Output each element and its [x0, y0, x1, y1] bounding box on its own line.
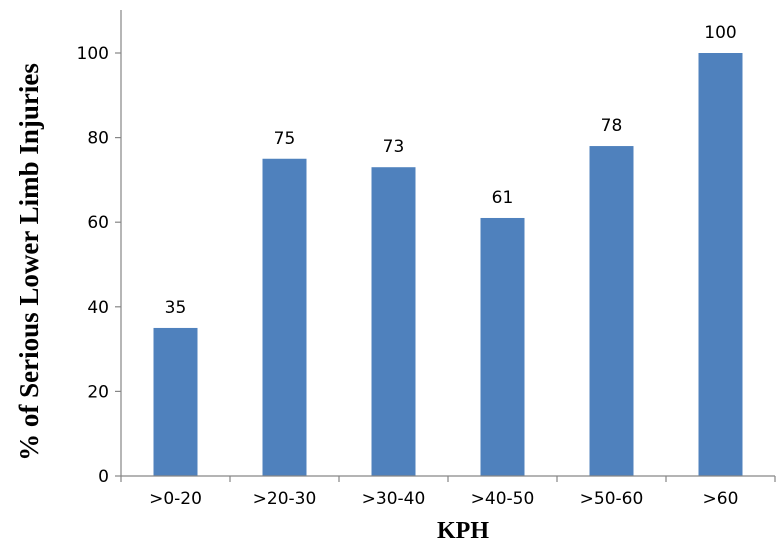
- data-label: 78: [601, 116, 623, 136]
- bar: [262, 158, 307, 476]
- data-label: 100: [704, 23, 736, 43]
- y-tick-label: 20: [87, 382, 109, 402]
- x-tick-label: >50-60: [580, 489, 644, 509]
- bar: [153, 327, 198, 476]
- bar: [480, 217, 525, 476]
- data-label: 75: [274, 129, 296, 149]
- x-axis-title: KPH: [437, 518, 489, 544]
- x-tick-label: >20-30: [253, 489, 317, 509]
- x-tick-label: >30-40: [362, 489, 426, 509]
- bar: [371, 167, 416, 476]
- y-tick-label: 0: [98, 467, 109, 487]
- bar: [589, 146, 634, 476]
- data-label: 61: [492, 188, 514, 208]
- x-tick-label: >40-50: [471, 489, 535, 509]
- bars-group: [153, 53, 743, 476]
- x-tick-label: >60: [703, 489, 739, 509]
- y-tick-label: 80: [87, 129, 109, 149]
- y-tick-label: 60: [87, 213, 109, 233]
- data-labels-group: 35 75 73 61 78 100: [165, 23, 737, 318]
- y-axis: 0 20 40 60 80 100: [77, 10, 122, 487]
- x-tick-label: >0-20: [149, 489, 202, 509]
- data-label: 35: [165, 298, 187, 318]
- y-axis-title: % of Serious Lower Limb Injuries: [14, 63, 44, 461]
- x-axis: >0-20 >20-30 >30-40 >40-50 >50-60 >60: [120, 475, 776, 509]
- data-label: 73: [383, 137, 405, 157]
- y-tick-label: 40: [87, 298, 109, 318]
- bar: [698, 53, 743, 476]
- y-tick-label: 100: [77, 44, 109, 64]
